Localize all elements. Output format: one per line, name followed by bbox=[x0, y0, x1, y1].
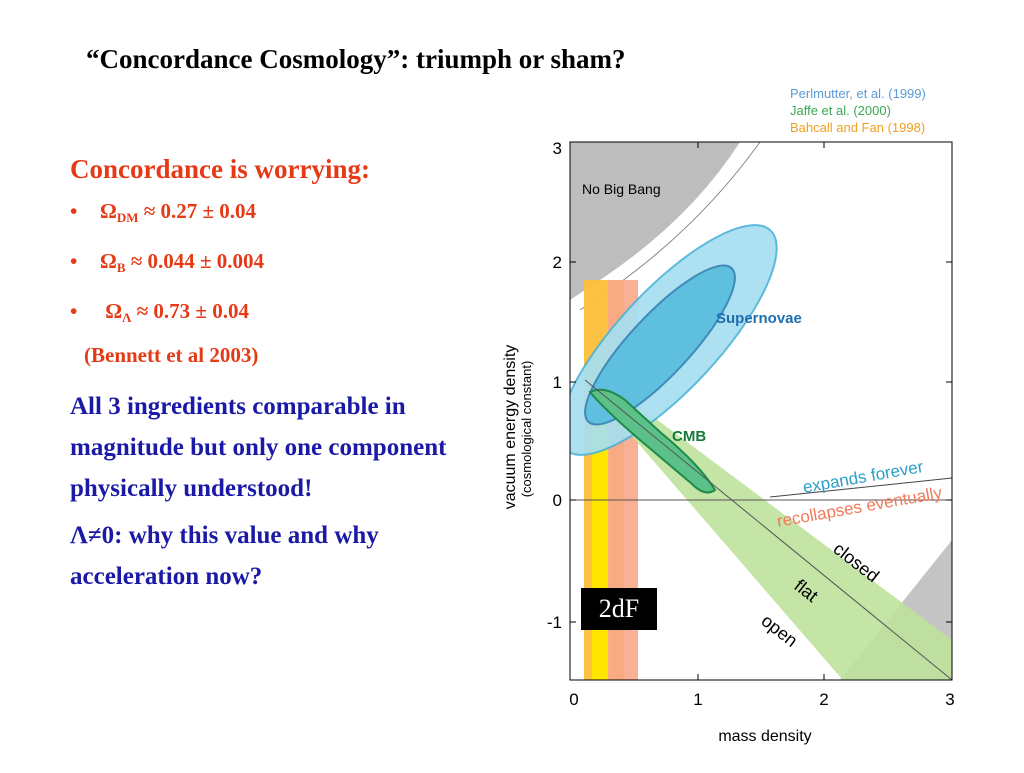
omega-subscript: Λ bbox=[122, 310, 132, 325]
legend-perlmutter: Perlmutter, et al. (1999) bbox=[790, 86, 926, 101]
x-ticks bbox=[697, 142, 825, 680]
y-tick-label: 3 bbox=[553, 139, 562, 158]
slide-title: “Concordance Cosmology”: triumph or sham… bbox=[86, 44, 626, 74]
bullet-marker: • bbox=[70, 199, 78, 223]
y-axis-sublabel: (cosmological constant) bbox=[519, 361, 534, 498]
no-big-bang-region bbox=[570, 142, 740, 300]
omega-symbol: Ω bbox=[100, 249, 117, 273]
bullet-value: ≈ 0.27 ± 0.04 bbox=[138, 199, 257, 223]
cosmology-chart: 0 1 2 3 3 2 1 0 -1 mass density vacuum e… bbox=[480, 130, 1024, 768]
recollapses-label: recollapses eventually bbox=[775, 483, 944, 531]
bullet-marker: • bbox=[70, 249, 78, 273]
omega-symbol: Ω bbox=[105, 299, 123, 323]
x-axis-label: mass density bbox=[718, 728, 811, 745]
concordance-heading: Concordance is worrying: bbox=[70, 154, 370, 184]
omega-subscript: DM bbox=[116, 210, 139, 225]
legend-bahcall: Bahcall and Fan (1998) bbox=[790, 120, 926, 135]
y-tick-label: 0 bbox=[553, 491, 562, 510]
no-big-bang-label: No Big Bang bbox=[582, 181, 661, 197]
x-tick-label: 1 bbox=[693, 690, 702, 709]
cmb-contour bbox=[588, 388, 717, 494]
chart-svg: 0 1 2 3 3 2 1 0 -1 mass density vacuum e… bbox=[502, 139, 955, 745]
bullet-omega-b: • ΩB ≈ 0.044 ± 0.004 bbox=[70, 247, 470, 297]
chart-legend: Perlmutter, et al. (1999) Jaffe et al. (… bbox=[790, 85, 926, 136]
supernovae-inner-contour bbox=[584, 264, 736, 426]
x-tick-label: 2 bbox=[819, 690, 828, 709]
y-axis-label: vacuum energy density bbox=[502, 345, 519, 510]
plot-frame bbox=[569, 141, 953, 681]
omega-symbol: Ω bbox=[100, 199, 117, 223]
cmb-label: CMB bbox=[672, 428, 706, 445]
lambda-paragraph: Λ≠0: why this value and why acceleration… bbox=[70, 522, 379, 590]
y-ticks bbox=[570, 261, 952, 623]
bullet-value: ≈ 0.73 ± 0.04 bbox=[131, 299, 249, 323]
bullet-value: ≈ 0.044 ± 0.004 bbox=[125, 249, 265, 273]
ingredients-paragraph: All 3 ingredients comparable in magnitud… bbox=[70, 393, 447, 502]
supernovae-label: Supernovae bbox=[716, 310, 802, 327]
y-tick-label: 2 bbox=[553, 253, 562, 272]
flat-line bbox=[584, 379, 952, 680]
y-tick-label: 1 bbox=[553, 373, 562, 392]
bullet-marker: • bbox=[70, 299, 78, 323]
legend-jaffe: Jaffe et al. (2000) bbox=[790, 103, 891, 118]
left-text-column: Concordance is worrying: • ΩDM ≈ 0.27 ± 0… bbox=[70, 154, 470, 597]
2df-badge: 2dF bbox=[581, 588, 657, 630]
bullet-omega-lambda: • ΩΛ ≈ 0.73 ± 0.04 bbox=[70, 297, 470, 347]
expands-forever-line bbox=[769, 477, 952, 498]
x-tick-label: 3 bbox=[945, 690, 954, 709]
x-tick-label: 0 bbox=[569, 690, 578, 709]
bullet-omega-dm: • ΩDM ≈ 0.27 ± 0.04 bbox=[70, 197, 470, 247]
y-tick-label: -1 bbox=[547, 613, 562, 632]
omega-subscript: B bbox=[116, 260, 126, 275]
reference-citation: (Bennett et al 2003) bbox=[84, 343, 259, 367]
